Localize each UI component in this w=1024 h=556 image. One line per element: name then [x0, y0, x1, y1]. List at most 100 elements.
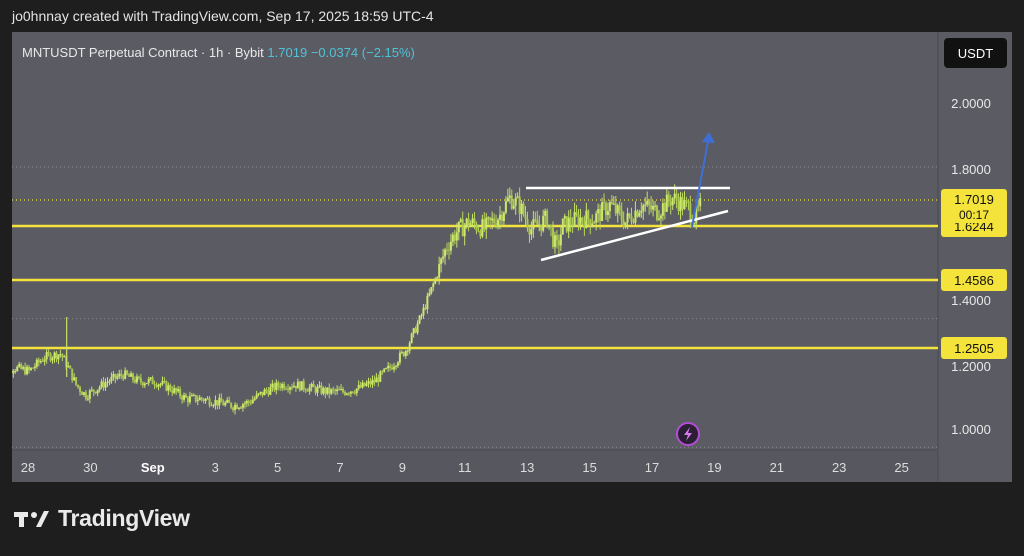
candle-body	[457, 221, 460, 233]
candle-body	[383, 368, 386, 372]
candle-body	[667, 194, 670, 202]
brand-name: TradingView	[58, 505, 190, 531]
candle-body	[239, 407, 242, 409]
candle-body	[330, 389, 333, 394]
candle-body	[536, 220, 539, 225]
candle-body	[630, 215, 633, 222]
candle-body	[253, 398, 256, 400]
candle-body	[179, 389, 182, 397]
candle-body	[652, 205, 655, 210]
candle-body	[345, 393, 348, 395]
candle-body	[185, 395, 187, 398]
x-tick-label: 15	[582, 460, 596, 475]
candle-body	[324, 388, 327, 394]
candle-body	[430, 287, 433, 294]
last-price-label: 1.7019	[954, 192, 994, 207]
level-price-tag	[941, 269, 1007, 291]
candle-body	[98, 387, 101, 390]
candle-body	[589, 219, 592, 227]
last-price-tag	[941, 189, 1007, 223]
candle-body	[259, 391, 262, 394]
candle-body	[104, 382, 107, 388]
candle-body	[349, 391, 352, 394]
candle-body	[171, 390, 174, 393]
candle-body	[608, 202, 611, 212]
candle-body	[247, 400, 250, 403]
candle-body	[693, 223, 696, 225]
candle-body	[153, 384, 156, 386]
candle-body	[69, 365, 72, 369]
candle-body	[471, 218, 474, 224]
candle-body	[485, 217, 488, 230]
x-tick-label: 23	[832, 460, 846, 475]
candle-body	[683, 200, 686, 210]
candle-body	[114, 374, 117, 379]
candle-body	[489, 217, 492, 221]
candle-body	[601, 202, 604, 221]
y-tick-label: 2.0000	[951, 96, 991, 111]
candle-body	[96, 389, 99, 394]
candle-body	[222, 402, 225, 406]
candle-body	[67, 365, 70, 367]
candle-body	[53, 352, 56, 359]
candle-body	[477, 230, 480, 232]
candle-body	[365, 383, 368, 386]
candle-body	[63, 356, 66, 358]
candle-body	[593, 222, 596, 224]
candle-body	[665, 194, 668, 212]
candle-body	[18, 364, 21, 367]
candle-body	[147, 379, 150, 384]
candle-body	[391, 367, 394, 370]
candle-body	[406, 350, 409, 352]
currency-button[interactable]: USDT	[944, 38, 1007, 68]
price-chart[interactable]: 28 30 Sep 3 5 7 9 11 13 15 17 19 21 23 25 2.0000 1.8000 1…	[12, 32, 1012, 482]
candle-body	[393, 366, 396, 370]
candle-body	[557, 240, 560, 246]
candle-body	[285, 388, 288, 390]
candle-body	[522, 203, 525, 215]
candle-body	[504, 201, 507, 213]
candle-body	[567, 217, 570, 232]
candle-body	[422, 307, 425, 316]
candle-body	[118, 373, 121, 377]
candle-body	[606, 211, 609, 216]
candle-body	[204, 398, 207, 401]
chart-frame[interactable]: 28 30 Sep 3 5 7 9 11 13 15 17 19 21 23 25 2.0000 1.8000 1…	[12, 32, 1012, 482]
y-tick-label: 1.8000	[951, 162, 991, 177]
candle-body	[559, 234, 562, 246]
candle-body	[22, 367, 25, 369]
candle-body	[487, 217, 490, 219]
candle-body	[310, 383, 313, 388]
candle-body	[491, 218, 494, 221]
candle-body	[579, 217, 582, 226]
candle-body	[49, 353, 52, 361]
candle-body	[469, 223, 472, 227]
candle-body	[271, 383, 274, 388]
candle-body	[100, 381, 103, 388]
candle-body	[548, 224, 551, 227]
candle-body	[192, 394, 195, 396]
candle-body	[82, 392, 85, 395]
candle-body	[277, 382, 280, 387]
candle-body	[298, 381, 301, 391]
candle-body	[241, 404, 244, 408]
level-price-tag	[941, 337, 1007, 359]
candle-body	[444, 249, 447, 257]
candle-body	[273, 383, 276, 391]
candle-body	[597, 209, 600, 214]
candle-body	[120, 373, 123, 376]
candle-body	[198, 397, 201, 401]
candle-body	[628, 213, 631, 216]
candle-body	[518, 196, 521, 214]
candle-body	[461, 219, 464, 237]
candle-body	[220, 397, 223, 403]
candle-body	[565, 216, 568, 232]
level-price-label: 1.2505	[954, 341, 994, 356]
candle-body	[432, 283, 435, 288]
candle-body	[481, 219, 484, 237]
candle-body	[622, 220, 625, 227]
candle-body	[538, 224, 541, 226]
candle-body	[194, 394, 197, 402]
candle-body	[249, 402, 252, 404]
candle-body	[77, 384, 80, 388]
